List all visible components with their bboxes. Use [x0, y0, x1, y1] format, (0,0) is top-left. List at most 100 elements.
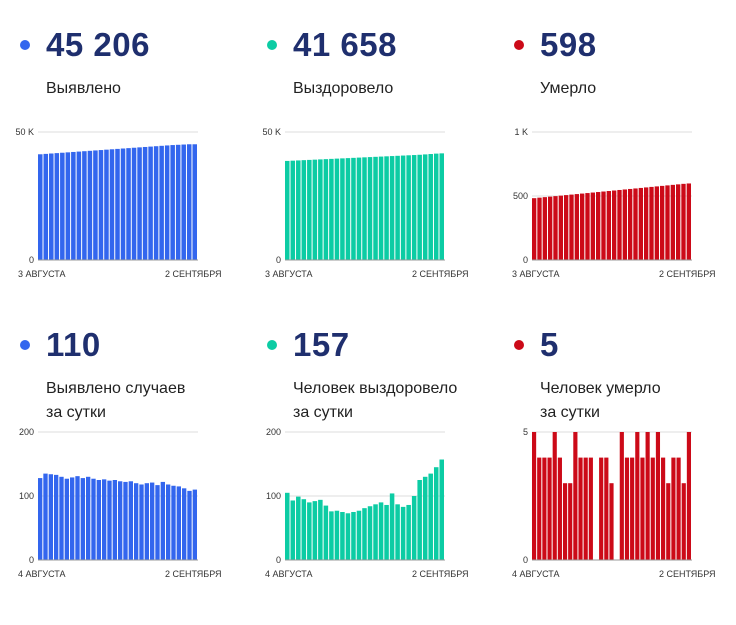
- chart-bar: [580, 193, 585, 260]
- chart-bar: [142, 146, 148, 260]
- chart-bar: [109, 149, 115, 260]
- chart-bar: [104, 149, 109, 260]
- chart-bar: [676, 457, 681, 560]
- bar-chart: 0 50 K 3 АВГУСТА 2 СЕНТЯБРЯ: [15, 127, 221, 279]
- chart-bar: [71, 151, 76, 260]
- x-end-label: 2 СЕНТЯБРЯ: [659, 269, 716, 279]
- chart-bar: [334, 510, 340, 560]
- chart-bar: [617, 189, 622, 260]
- chart-bar: [417, 154, 422, 260]
- chart-bar: [439, 153, 444, 260]
- x-end-label: 2 СЕНТЯБРЯ: [659, 569, 716, 579]
- bar-chart: 0 100 200 4 АВГУСТА 2 СЕНТЯБРЯ: [18, 427, 222, 579]
- chart-bar: [596, 192, 601, 260]
- chart-bar: [86, 476, 91, 560]
- chart-bar: [148, 146, 153, 260]
- bar-chart: 0 100 200 4 АВГУСТА 2 СЕНТЯБРЯ: [265, 427, 469, 579]
- chart-bar: [351, 157, 356, 260]
- stat-value: 598: [540, 26, 597, 63]
- chart-bar: [578, 457, 583, 560]
- chart-bar: [38, 154, 43, 260]
- chart-bar: [318, 159, 323, 260]
- chart-bar: [654, 186, 659, 260]
- chart-bar: [296, 496, 301, 560]
- chart-bar: [599, 457, 604, 560]
- stat-label: Человек выздоровело: [293, 380, 458, 397]
- chart-bar: [562, 483, 568, 560]
- chart-bar: [340, 512, 345, 560]
- bullet-dot-icon: [514, 340, 524, 350]
- y-tick-label: 50 K: [262, 127, 281, 137]
- chart-bar: [144, 483, 149, 560]
- y-tick-label: 0: [29, 555, 34, 565]
- y-tick-label: 1 K: [514, 127, 528, 137]
- chart-bar: [112, 480, 117, 560]
- stat-label: Умерло: [540, 80, 597, 97]
- chart-bar: [323, 505, 329, 560]
- chart-bar: [96, 480, 101, 560]
- chart-bar: [601, 191, 606, 260]
- chart-bar: [164, 145, 170, 260]
- chart-bar: [186, 144, 192, 260]
- chart-bar: [131, 147, 137, 260]
- chart-bar: [307, 159, 312, 260]
- chart-bar: [159, 145, 164, 260]
- chart-bar: [356, 157, 362, 260]
- chart-bar: [638, 187, 643, 260]
- stat-panel: 45 206 Выявлено 0 50 K 3 АВГУСТА 2 СЕНТЯБРЯ: [0, 0, 240, 300]
- chart-bar: [123, 481, 128, 560]
- chart-bar: [630, 457, 635, 560]
- chart-bar: [43, 473, 48, 560]
- chart-bar: [312, 159, 318, 260]
- chart-bar: [400, 155, 406, 260]
- chart-bar: [422, 154, 428, 260]
- chart-bar: [351, 512, 356, 560]
- chart-bar: [686, 432, 691, 560]
- chart-bar: [588, 457, 593, 560]
- chart-bar: [301, 499, 307, 560]
- chart-bar: [661, 457, 666, 560]
- chart-bar: [640, 457, 645, 560]
- y-tick-label: 100: [266, 491, 281, 501]
- bar-chart: 0 5 4 АВГУСТА 2 СЕНТЯБРЯ: [512, 427, 716, 579]
- chart-bar: [187, 490, 192, 560]
- chart-bar: [340, 158, 345, 260]
- bullet-dot-icon: [20, 40, 30, 50]
- chart-bar: [76, 151, 82, 260]
- chart-bar: [80, 478, 85, 560]
- chart-bar: [619, 432, 624, 560]
- y-tick-label: 100: [19, 491, 34, 501]
- chart-bar: [676, 184, 681, 260]
- chart-bar: [650, 457, 655, 560]
- chart-bar: [373, 504, 378, 560]
- chart-bar: [532, 432, 537, 560]
- stat-value: 41 658: [293, 26, 397, 63]
- stat-panel: 157 Человек выздоровело за сутки 0 100 200 4 А…: [247, 300, 487, 600]
- stat-label-sub: за сутки: [46, 404, 106, 421]
- chart-bar: [628, 188, 633, 260]
- chart-bar: [574, 194, 579, 260]
- chart-bar: [102, 479, 107, 560]
- chart-bar: [128, 481, 133, 560]
- y-tick-label: 0: [29, 255, 34, 265]
- chart-bar: [433, 467, 439, 560]
- chart-bar: [553, 196, 558, 260]
- chart-bar: [356, 510, 362, 560]
- chart-bar: [91, 478, 96, 560]
- stat-label-sub: за сутки: [293, 404, 353, 421]
- chart-bar: [175, 144, 181, 260]
- chart-bar: [75, 476, 80, 560]
- chart-bar: [329, 511, 334, 560]
- chart-bar: [389, 493, 395, 560]
- chart-bar: [120, 148, 126, 260]
- chart-bar: [192, 489, 197, 560]
- y-tick-label: 0: [523, 255, 528, 265]
- stat-value: 5: [540, 326, 559, 363]
- chart-bar: [285, 160, 290, 260]
- chart-bar: [70, 477, 75, 560]
- chart-bar: [547, 457, 552, 560]
- chart-bar: [290, 160, 296, 260]
- chart-bar: [666, 483, 671, 560]
- chart-bar: [49, 153, 54, 260]
- chart-bar: [192, 144, 197, 260]
